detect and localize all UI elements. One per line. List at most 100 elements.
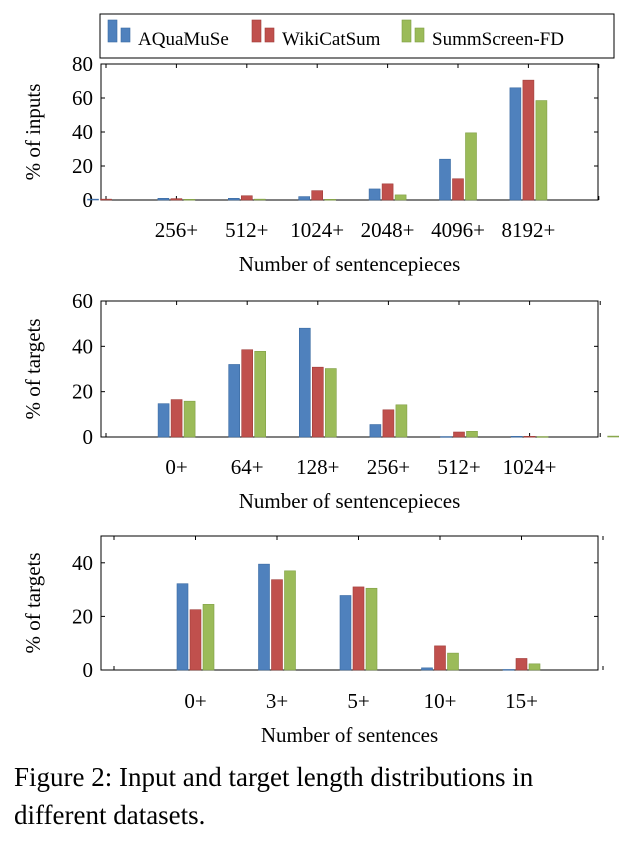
bar-summscreen-fd (535, 100, 548, 201)
bar-summscreen-fd (395, 404, 408, 438)
legend-label-aquamuse: AQuaMuSe (138, 29, 229, 50)
bar-wikicatsum (189, 609, 202, 671)
x-tick-label: 4096+ (431, 218, 485, 242)
bar-summscreen-fd (447, 652, 459, 671)
bar-wikicatsum (522, 79, 535, 201)
y-tick-label: 20 (72, 154, 93, 178)
legend-label-summscreen-fd: SummScreen-FD (432, 29, 564, 50)
chart-target-length-pieces: 0 20 40 60 0+ 64+ 128+ 256+ 512+ 1024+ Number of s… (21, 289, 620, 513)
bar-wikicatsum (453, 431, 465, 438)
legend-swatch-wikicatsum (251, 19, 262, 43)
bar-aquamuse (157, 403, 170, 438)
x-tick-label: 1024+ (290, 218, 344, 242)
bar-aquamuse (228, 198, 240, 201)
bar-wikicatsum (352, 586, 365, 671)
y-tick-label: 0 (83, 425, 94, 449)
bar-summscreen-fd (466, 431, 478, 438)
bar-summscreen-fd (254, 351, 266, 438)
bar-summscreen-fd (202, 604, 215, 671)
bar-wikicatsum (515, 658, 528, 671)
bar-aquamuse (368, 188, 381, 201)
bar-aquamuse (339, 595, 352, 671)
bar-summscreen-fd (324, 199, 337, 201)
bar-aquamuse (87, 198, 99, 201)
x-tick-label: 256+ (155, 218, 198, 242)
figure-caption: Figure 2: Input and target length distri… (14, 762, 534, 830)
y-tick-label: 60 (72, 289, 93, 313)
bar-wikicatsum (452, 178, 464, 201)
x-tick-label: 2048+ (361, 218, 415, 242)
bar-aquamuse (439, 158, 451, 201)
bar-aquamuse (421, 667, 433, 671)
x-tick-label: 5+ (347, 689, 369, 713)
x-tick-label: 15+ (505, 689, 538, 713)
bar-summscreen-fd (254, 198, 266, 201)
legend-label-wikicatsum: WikiCatSum (282, 29, 381, 50)
x-tick-label: 3+ (266, 689, 288, 713)
y-tick-label: 40 (72, 551, 93, 575)
bar-summscreen-fd (465, 132, 477, 201)
x-axis-label: Number of sentencepieces (239, 489, 461, 513)
bar-aquamuse (157, 198, 170, 201)
y-tick-label: 20 (72, 604, 93, 628)
bar-summscreen-fd (394, 194, 407, 201)
bar-aquamuse (176, 583, 189, 671)
bar-summscreen-fd (324, 368, 337, 438)
bar-wikicatsum (382, 409, 395, 438)
bar-summscreen-fd (536, 436, 549, 438)
bar-aquamuse (440, 436, 452, 438)
figure: AQuaMuSe WikiCatSum SummScreen-FD 0 20 40 6… (21, 13, 620, 747)
legend-box (99, 13, 615, 59)
y-tick-label: 20 (72, 380, 93, 404)
bar-summscreen-fd (183, 199, 196, 201)
legend-swatch-summscreen-fd-2 (414, 27, 425, 43)
y-axis-label: % of inputs (21, 84, 45, 181)
x-tick-label: 0+ (184, 689, 206, 713)
x-tick-label: 1024+ (503, 455, 557, 479)
legend-swatch-summscreen-fd (401, 19, 412, 43)
bar-aquamuse (510, 436, 523, 438)
bar-aquamuse (369, 424, 382, 438)
x-tick-label: 8192+ (501, 218, 555, 242)
x-axis-label: Number of sentencepieces (239, 252, 461, 276)
x-axis-label: Number of sentences (261, 723, 438, 747)
legend-entry-wikicatsum: WikiCatSum (251, 19, 381, 50)
bar-wikicatsum (311, 190, 324, 201)
legend: AQuaMuSe WikiCatSum SummScreen-FD (99, 13, 615, 59)
bar-wikicatsum (523, 436, 536, 438)
legend-swatch-wikicatsum-2 (264, 27, 275, 43)
bar-aquamuse (298, 196, 311, 201)
bar-summscreen-fd (607, 435, 620, 438)
bar-wikicatsum (170, 399, 183, 438)
bar-wikicatsum (381, 183, 394, 201)
chart-target-length-sentences: 0 20 40 0+ 3+ 5+ 10+ 15+ Number of sentences % of… (21, 535, 604, 747)
bar-wikicatsum (100, 198, 112, 201)
legend-entry-summscreen-fd: SummScreen-FD (401, 19, 564, 50)
legend-swatch-aquamuse (107, 19, 118, 43)
bar-wikicatsum (241, 349, 253, 438)
y-axis-label: % of targets (21, 318, 45, 419)
bar-summscreen-fd (284, 570, 296, 671)
bar-aquamuse (298, 327, 311, 438)
bar-wikicatsum (170, 198, 183, 201)
plot-frame (100, 300, 599, 438)
y-tick-label: 0 (83, 658, 94, 682)
legend-entry-aquamuse: AQuaMuSe (107, 19, 229, 50)
bar-aquamuse (258, 563, 270, 671)
x-tick-label: 512+ (437, 455, 480, 479)
x-tick-label: 128+ (296, 455, 339, 479)
x-tick-label: 512+ (225, 218, 268, 242)
y-tick-label: 80 (72, 52, 93, 76)
bar-aquamuse (509, 87, 522, 201)
y-axis-label: % of targets (21, 552, 45, 653)
x-tick-label: 64+ (231, 455, 264, 479)
bar-summscreen-fd (365, 587, 378, 671)
bar-aquamuse (502, 669, 515, 671)
y-tick-label: 40 (72, 334, 93, 358)
bar-aquamuse (228, 364, 240, 438)
x-tick-label: 0+ (165, 455, 187, 479)
x-tick-label: 256+ (367, 455, 410, 479)
y-tick-label: 40 (72, 120, 93, 144)
x-tick-label: 10+ (424, 689, 457, 713)
